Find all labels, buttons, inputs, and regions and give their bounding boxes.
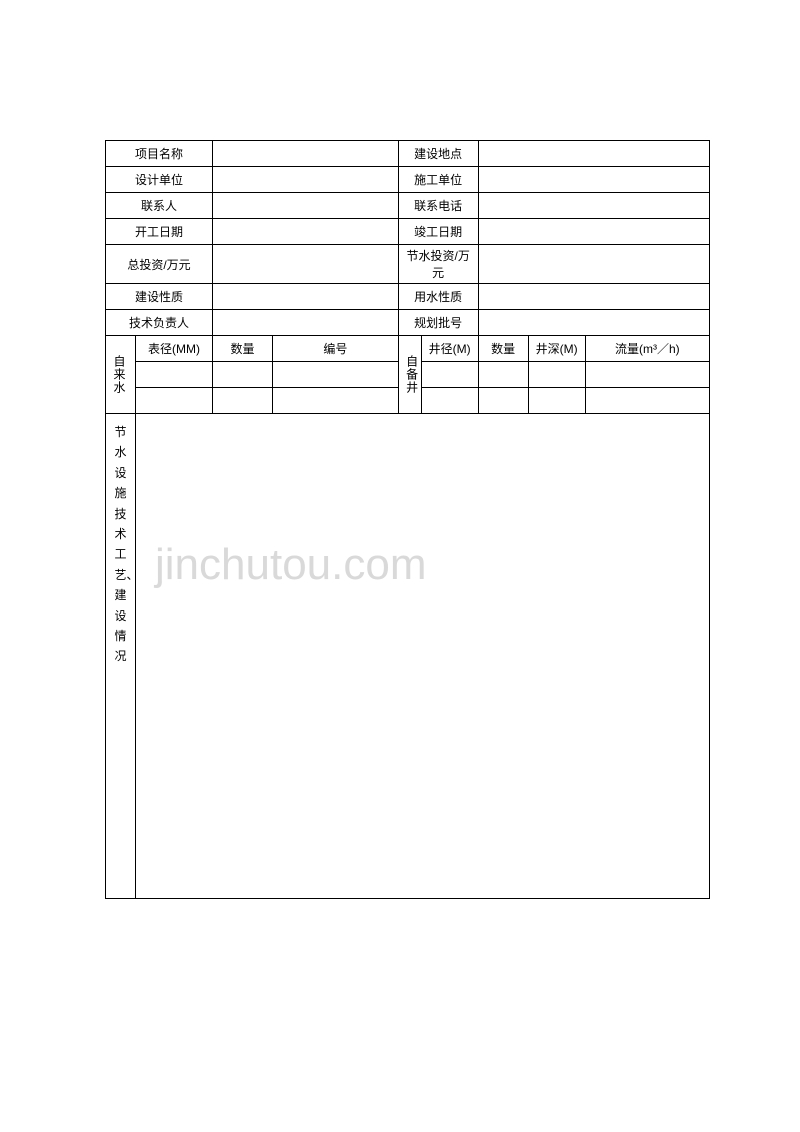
- value-design-unit: [213, 167, 399, 193]
- label-completion-date: 竣工日期: [398, 219, 478, 245]
- table-row: 联系人 联系电话: [106, 193, 710, 219]
- form-container: 项目名称 建设地点 设计单位 施工单位 联系人 联系电话 开工日期 竣工日期 总…: [105, 140, 710, 899]
- value-cell: [585, 362, 709, 388]
- value-cell: [213, 362, 273, 388]
- value-cell: [528, 362, 585, 388]
- label-start-date: 开工日期: [106, 219, 213, 245]
- table-row: 自来水 表径(MM) 数量 编号 自备井 井径(M) 数量 井深(M) 流量(m…: [106, 336, 710, 362]
- table-row: 技术负责人 规划批号: [106, 310, 710, 336]
- label-tap-col1: 表径(MM): [136, 336, 213, 362]
- label-water-nature: 用水性质: [398, 284, 478, 310]
- label-approval-number: 规划批号: [398, 310, 478, 336]
- label-well-col1: 井径(M): [421, 336, 478, 362]
- section-content: [136, 414, 710, 899]
- value-water-saving-investment: [478, 245, 709, 284]
- label-contact-phone: 联系电话: [398, 193, 478, 219]
- label-water-saving-investment: 节水投资/万元: [398, 245, 478, 284]
- value-cell: [478, 362, 528, 388]
- value-cell: [273, 362, 399, 388]
- table-row: 建设性质 用水性质: [106, 284, 710, 310]
- value-cell: [528, 388, 585, 414]
- label-tap-water: 自来水: [106, 336, 136, 414]
- label-self-well: 自备井: [398, 336, 421, 414]
- value-cell: [136, 362, 213, 388]
- table-row: 节水设施技术工艺、建设情况: [106, 414, 710, 899]
- table-row: 设计单位 施工单位: [106, 167, 710, 193]
- table-row: 项目名称 建设地点: [106, 141, 710, 167]
- label-tap-col2: 数量: [213, 336, 273, 362]
- main-table: 项目名称 建设地点 设计单位 施工单位 联系人 联系电话 开工日期 竣工日期 总…: [105, 140, 710, 899]
- value-project-name: [213, 141, 399, 167]
- value-construction-nature: [213, 284, 399, 310]
- table-row: 开工日期 竣工日期: [106, 219, 710, 245]
- label-total-investment: 总投资/万元: [106, 245, 213, 284]
- label-section-title: 节水设施技术工艺、建设情况: [106, 414, 136, 899]
- label-construction-location: 建设地点: [398, 141, 478, 167]
- table-row: 总投资/万元 节水投资/万元: [106, 245, 710, 284]
- value-contact-phone: [478, 193, 709, 219]
- label-construction-nature: 建设性质: [106, 284, 213, 310]
- value-start-date: [213, 219, 399, 245]
- value-cell: [213, 388, 273, 414]
- label-tech-lead: 技术负责人: [106, 310, 213, 336]
- label-contact-person: 联系人: [106, 193, 213, 219]
- label-tap-col3: 编号: [273, 336, 399, 362]
- label-design-unit: 设计单位: [106, 167, 213, 193]
- value-contact-person: [213, 193, 399, 219]
- value-cell: [136, 388, 213, 414]
- label-project-name: 项目名称: [106, 141, 213, 167]
- value-water-nature: [478, 284, 709, 310]
- value-construction-location: [478, 141, 709, 167]
- value-cell: [273, 388, 399, 414]
- value-cell: [585, 388, 709, 414]
- value-cell: [421, 362, 478, 388]
- value-construction-unit: [478, 167, 709, 193]
- label-well-col3: 井深(M): [528, 336, 585, 362]
- value-approval-number: [478, 310, 709, 336]
- value-total-investment: [213, 245, 399, 284]
- value-tech-lead: [213, 310, 399, 336]
- value-completion-date: [478, 219, 709, 245]
- label-well-col4: 流量(m³／h): [585, 336, 709, 362]
- value-cell: [478, 388, 528, 414]
- label-construction-unit: 施工单位: [398, 167, 478, 193]
- value-cell: [421, 388, 478, 414]
- label-well-col2: 数量: [478, 336, 528, 362]
